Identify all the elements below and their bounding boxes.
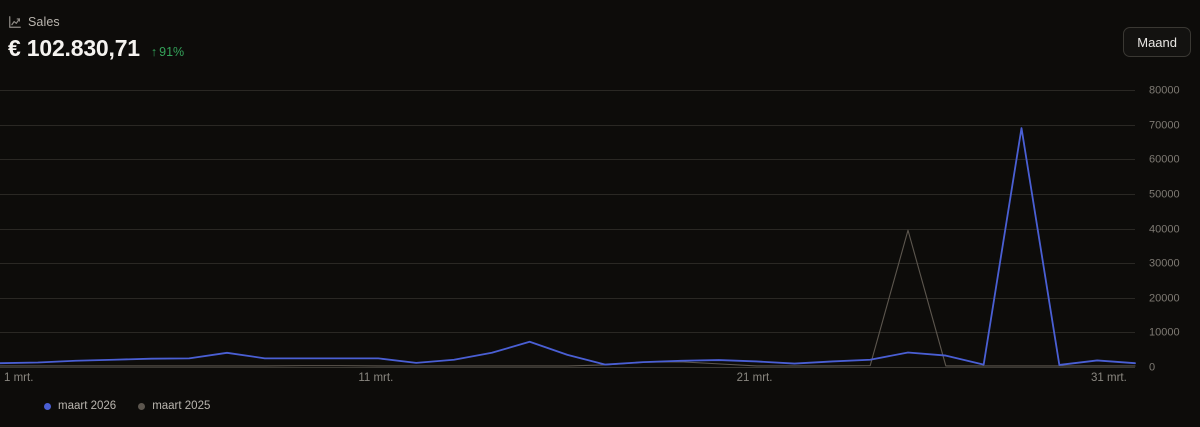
- series-line-maart-2026: [0, 127, 1136, 366]
- y-axis-tick-label: 50000: [1149, 188, 1180, 200]
- legend-item[interactable]: maart 2025: [138, 400, 210, 412]
- kpi-delta-value: 91%: [159, 45, 185, 60]
- chart-header: Sales € 102.830,71 ↑ 91% Maand: [0, 0, 1200, 78]
- x-axis-tick-label: 1 mrt.: [4, 372, 34, 384]
- arrow-up-icon: ↑: [150, 45, 158, 59]
- legend-label: maart 2026: [58, 400, 117, 412]
- kpi-label: Sales: [28, 15, 60, 29]
- legend-item[interactable]: maart 2026: [44, 400, 116, 412]
- chart-plot-area: 0 10000 20000 30000 40000 50000 60000 70000 8000…: [0, 78, 1200, 388]
- legend-label: maart 2025: [152, 400, 211, 412]
- x-axis-tick-label: 31 mrt.: [1091, 372, 1127, 384]
- y-axis-tick-label: 10000: [1149, 326, 1180, 338]
- y-axis-tick-label: 40000: [1149, 223, 1180, 235]
- period-selector-label: Maand: [1137, 34, 1177, 50]
- y-axis-tick-label: 60000: [1149, 153, 1180, 165]
- gridlines-group: [0, 90, 1135, 368]
- legend-color-dot: [138, 402, 146, 410]
- x-axis-tick-label: 11 mrt.: [358, 372, 394, 384]
- x-axis-tick-label: 21 mrt.: [736, 372, 773, 384]
- kpi-title-row: Sales: [8, 14, 184, 30]
- series-group: [0, 127, 1136, 367]
- kpi-block: Sales € 102.830,71 ↑ 91%: [8, 14, 184, 61]
- sales-line-chart[interactable]: 0 10000 20000 30000 40000 50000 60000 70000 8000…: [0, 78, 1200, 388]
- y-axis-tick-label: 0: [1149, 361, 1155, 373]
- chart-legend: maart 2026 maart 2025: [44, 400, 210, 412]
- y-axis-tick-label: 30000: [1149, 257, 1180, 269]
- period-selector-button[interactable]: Maand: [1123, 27, 1191, 57]
- kpi-value-row: € 102.830,71 ↑ 91%: [8, 35, 184, 61]
- line-chart-icon: [8, 15, 22, 29]
- y-axis-tick-label: 20000: [1149, 292, 1180, 304]
- kpi-delta-badge: ↑ 91%: [151, 45, 184, 59]
- y-axis-tick-label: 80000: [1149, 84, 1180, 96]
- legend-color-dot: [44, 402, 51, 410]
- y-axis-tick-label: 70000: [1149, 119, 1180, 131]
- kpi-value: € 102.830,71: [8, 35, 140, 61]
- x-axis-tick-labels: 1 mrt. 11 mrt. 21 mrt. 31 mrt.: [0, 372, 1136, 388]
- series-line-maart-2025: [0, 229, 1136, 367]
- y-axis-tick-labels: 0 10000 20000 30000 40000 50000 60000 70000 8000…: [1149, 84, 1180, 373]
